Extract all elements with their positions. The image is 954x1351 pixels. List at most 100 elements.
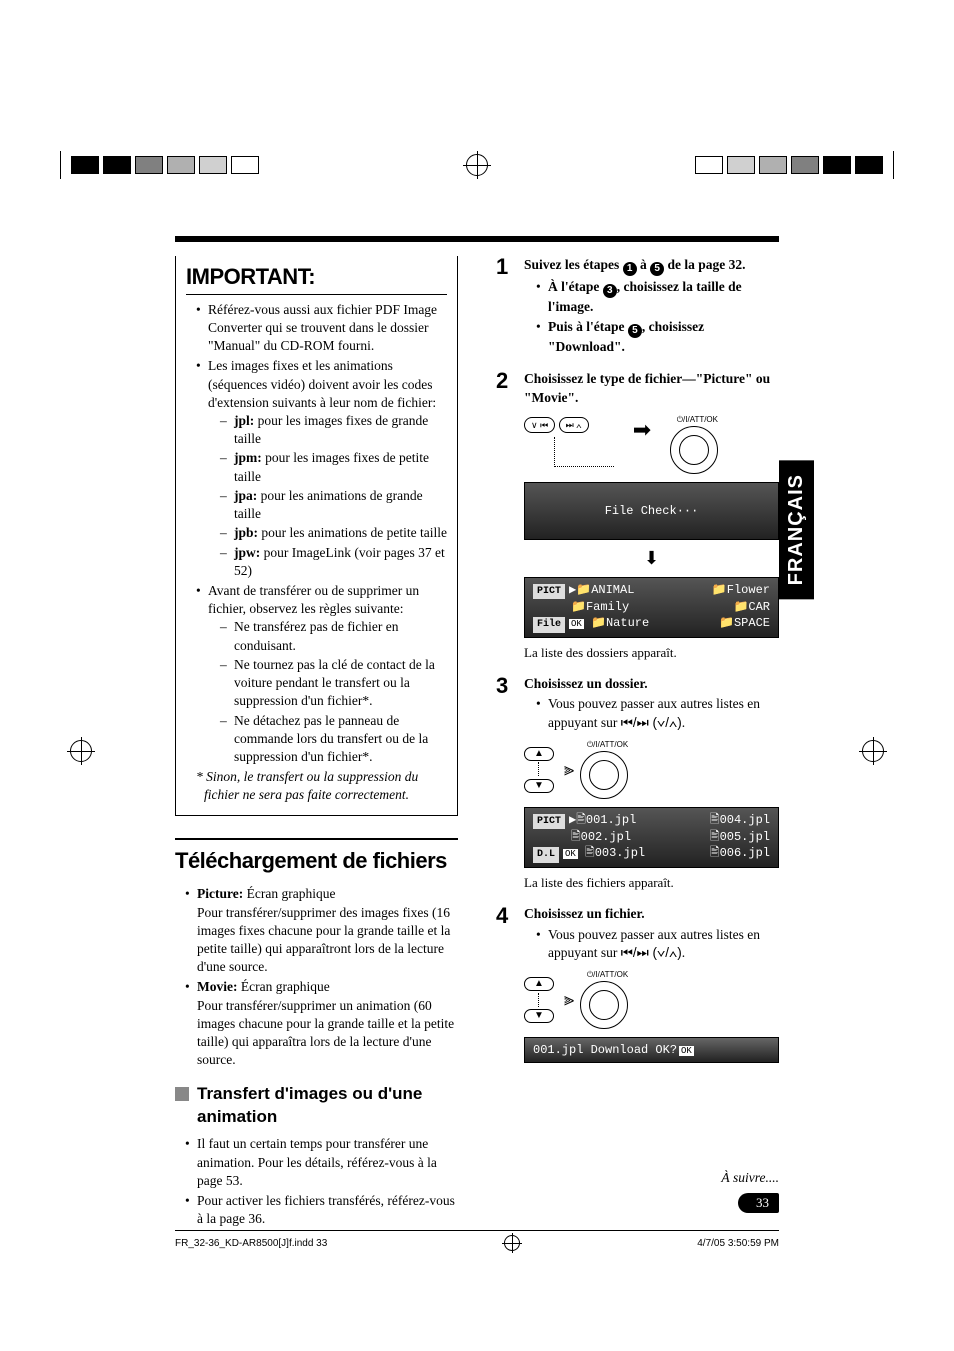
ext-item: jpl: pour les images fixes de grande tai… (220, 412, 447, 448)
dial-icon (580, 751, 628, 799)
crosshair-icon (862, 740, 884, 762)
left-column: IMPORTANT: Référez-vous aussi aux fichie… (175, 256, 466, 1230)
arrow-right-icon: ⫸ (564, 757, 570, 781)
text: Écran graphique (237, 979, 329, 994)
lcd-screen: 001.jpl Download OK?OK (524, 1037, 779, 1063)
right-column: 1 Suivez les étapes 1 à 5 de la page 32.… (496, 256, 779, 1230)
dial-label: ⏻/I/ATT/OK (580, 970, 628, 981)
ext-item: jpb: pour les animations de petite taill… (220, 524, 447, 542)
screen-tag: PICT (533, 814, 565, 830)
circled-number-icon: 5 (650, 262, 664, 276)
step-2: 2 Choisissez le type de fichier—"Picture… (496, 370, 779, 661)
rule-item: Ne tournez pas la clé de contact de la v… (220, 656, 447, 711)
continued-label: À suivre.... (721, 1170, 779, 1186)
text: Avant de transférer ou de supprimer un f… (208, 583, 419, 616)
reg-bar-left (71, 156, 259, 174)
step-heading: Choisissez le type de fichier—"Picture" … (524, 370, 779, 406)
up-button: ▲ (524, 747, 554, 761)
lcd-screen: File Check··· (524, 482, 779, 541)
section-heading: Téléchargement de fichiers (175, 846, 458, 876)
down-button: ▼ (524, 1009, 554, 1023)
text: Écran graphique (243, 886, 335, 901)
important-item: Les images fixes et les animations (séqu… (196, 357, 447, 580)
controls-illustration: ▲ ▼ ⫸ ⏻/I/ATT/OK (524, 740, 779, 799)
circled-number-icon: 3 (603, 284, 617, 298)
step-number: 4 (496, 905, 514, 1069)
crosshair-icon (70, 740, 92, 762)
sub-item: À l'étape 3, choisissez la taille de l'i… (536, 278, 779, 316)
dial-icon (670, 426, 718, 474)
important-item: Avant de transférer ou de supprimer un f… (196, 582, 447, 766)
ext-label: jpw: (234, 545, 260, 560)
download-section: Téléchargement de fichiers (175, 838, 458, 876)
label: Movie: (197, 979, 237, 994)
up-button: ▲ (524, 977, 554, 991)
lcd-screen: PICT▶🖹001.jpl🖹004.jpl 🖹002.jpl🖹005.jpl D… (524, 807, 779, 868)
dial-icon (580, 981, 628, 1029)
list-item: Movie: Écran graphique Pour transférer/s… (185, 978, 458, 1069)
ext-label: jpb: (234, 525, 258, 540)
down-arrow-icon: ⬇ (524, 546, 779, 570)
subsection-heading: Transfert d'images ou d'une animation (197, 1083, 458, 1129)
sub-item: Vous pouvez passer aux autres listes en … (536, 926, 779, 962)
ext-desc: pour ImageLink (voir pages 37 et 52) (234, 545, 445, 578)
list-item: Picture: Écran graphique Pour transférer… (185, 885, 458, 976)
ext-item: jpw: pour ImageLink (voir pages 37 et 52… (220, 544, 447, 580)
print-footer: FR_32-36_KD-AR8500[J]f.indd 33 4/7/05 3:… (175, 1230, 779, 1251)
dial-label: ⏻/I/ATT/OK (670, 415, 718, 426)
registration-top (0, 150, 954, 180)
circled-number-icon: 1 (623, 262, 637, 276)
controls-illustration: ∨ ⏮ ⏭ ∧ ➡ ⏻/I/ATT/OK (524, 415, 779, 474)
arrow-right-icon: ⫸ (564, 987, 570, 1011)
step-4: 4 Choisissez un fichier. Vous pouvez pas… (496, 905, 779, 1069)
step-1: 1 Suivez les étapes 1 à 5 de la page 32.… (496, 256, 779, 356)
reg-bar-right (695, 156, 883, 174)
controls-illustration: ▲ ▼ ⫸ ⏻/I/ATT/OK (524, 970, 779, 1029)
list-item: Il faut un certain temps pour transférer… (185, 1135, 458, 1190)
language-tab: FRANÇAIS (779, 460, 814, 599)
ext-label: jpm: (234, 450, 262, 465)
ext-desc: pour les animations de petite taille (258, 525, 447, 540)
manual-page: FRANÇAIS IMPORTANT: Référez-vous aussi a… (0, 0, 954, 1351)
content-columns: IMPORTANT: Référez-vous aussi aux fichie… (175, 256, 779, 1230)
circled-number-icon: 5 (628, 324, 642, 338)
text: Pour transférer/supprimer des images fix… (197, 905, 450, 975)
down-button: ▼ (524, 779, 554, 793)
caption: La liste des dossiers apparaît. (524, 644, 779, 662)
arrow-right-icon: ➡ (622, 415, 662, 445)
footnote: * Sinon, le transfert ou la suppression … (194, 768, 447, 804)
important-heading: IMPORTANT: (186, 262, 447, 295)
step-number: 3 (496, 675, 514, 891)
sub-item: Puis à l'étape 5, choisissez "Download". (536, 318, 779, 356)
screen-tag: File (533, 617, 565, 633)
subsection-row: Transfert d'images ou d'une animation (175, 1083, 458, 1129)
dial-label: ⏻/I/ATT/OK (580, 740, 628, 751)
screen-text: File Check··· (605, 504, 699, 518)
top-rule (175, 236, 779, 242)
sub-item: Vous pouvez passer aux autres listes en … (536, 695, 779, 731)
crosshair-icon (466, 154, 488, 176)
prev-track-button: ∨ ⏮ (524, 417, 555, 433)
rule-item: Ne transférez pas de fichier en conduisa… (220, 618, 447, 654)
text: Pour transférer/supprimer un animation (… (197, 998, 454, 1068)
ext-desc: pour les images fixes de petite taille (234, 450, 429, 483)
ext-label: jpl: (234, 413, 254, 428)
important-box: IMPORTANT: Référez-vous aussi aux fichie… (175, 256, 458, 816)
step-heading: Choisissez un fichier. (524, 905, 779, 923)
rule-item: Ne détachez pas le panneau de commande l… (220, 712, 447, 767)
important-item: Référez-vous aussi aux fichier PDF Image… (196, 301, 447, 356)
footer-timestamp: 4/7/05 3:50:59 PM (697, 1238, 779, 1249)
ext-desc: pour les animations de grande taille (234, 488, 423, 521)
step-heading: Suivez les étapes 1 à 5 de la page 32. (524, 256, 779, 276)
label: Picture: (197, 886, 243, 901)
caption: La liste des fichiers apparaît. (524, 874, 779, 892)
footer-file: FR_32-36_KD-AR8500[J]f.indd 33 (175, 1238, 327, 1249)
lcd-screen: PICT▶📁ANIMAL📁Flower 📁Family📁CAR FileOK 📁… (524, 577, 779, 638)
screen-tag: D.L (533, 847, 559, 863)
ext-desc: pour les images fixes de grande taille (234, 413, 428, 446)
next-track-button: ⏭ ∧ (559, 417, 589, 433)
step-3: 3 Choisissez un dossier. Vous pouvez pas… (496, 675, 779, 891)
step-number: 2 (496, 370, 514, 661)
step-heading: Choisissez un dossier. (524, 675, 779, 693)
text: Les images fixes et les animations (séqu… (208, 358, 436, 409)
